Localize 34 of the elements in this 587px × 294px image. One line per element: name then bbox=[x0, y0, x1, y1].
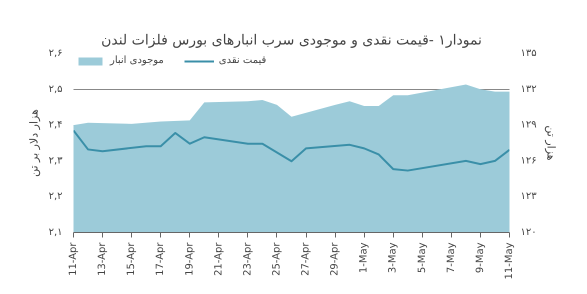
chart-title: نمودار۱ -قیمت نقدی و موجودی سرب انبارهای بورس فلزات لندن bbox=[101, 32, 482, 48]
y2-axis-title: هزار تن bbox=[544, 125, 558, 161]
y-tick-label: ۲,۶ bbox=[48, 48, 62, 59]
x-tick-label: 5-May bbox=[416, 242, 428, 274]
legend-label: موجودی انبار bbox=[110, 55, 164, 66]
legend-label: قیمت نقدی bbox=[218, 55, 266, 66]
y-tick-label: ۲,۵ bbox=[48, 84, 62, 95]
x-tick-label: 27-Apr bbox=[300, 242, 312, 276]
x-tick-label: 1-May bbox=[358, 242, 370, 274]
line-series bbox=[74, 129, 510, 172]
y2-tick-label: ۱۲۰ bbox=[520, 227, 537, 238]
x-tick-label: 7-May bbox=[446, 242, 457, 274]
x-tick-label: 23-Apr bbox=[242, 242, 254, 276]
y-axis-title: هزار دلار بر تن bbox=[28, 108, 41, 177]
y-tick-label: ۲,۲ bbox=[48, 191, 62, 202]
y2-tick-label: ۱۲۳ bbox=[520, 191, 538, 202]
x-tick-label: 25-Apr bbox=[271, 242, 282, 276]
x-tick-label: 9-May bbox=[474, 242, 486, 274]
y-tick-label: ۲,۴ bbox=[48, 120, 62, 131]
y-tick-label: ۲,۱ bbox=[48, 227, 62, 238]
x-tick-label: 21-Apr bbox=[213, 242, 224, 276]
y2-tick-label: ۱۳۵ bbox=[520, 48, 537, 59]
y-tick-label: ۲,۳ bbox=[48, 155, 64, 166]
x-tick-label: 11-May bbox=[504, 242, 515, 280]
y2-tick-label: ۱۲۹ bbox=[520, 120, 537, 131]
x-tick-label: 15-Apr bbox=[126, 242, 138, 276]
x-tick-label: 19-Apr bbox=[184, 242, 196, 276]
y2-tick-label: ۱۳۲ bbox=[520, 84, 537, 95]
x-tick-label: 13-Apr bbox=[97, 242, 108, 276]
x-tick-label: 11-Apr bbox=[68, 242, 79, 276]
y2-tick-label: ۱۲۶ bbox=[520, 155, 537, 166]
x-tick-label: 3-May bbox=[388, 242, 399, 274]
x-tick-label: 29-Apr bbox=[330, 242, 341, 276]
x-tick-label: 17-Apr bbox=[155, 242, 166, 276]
